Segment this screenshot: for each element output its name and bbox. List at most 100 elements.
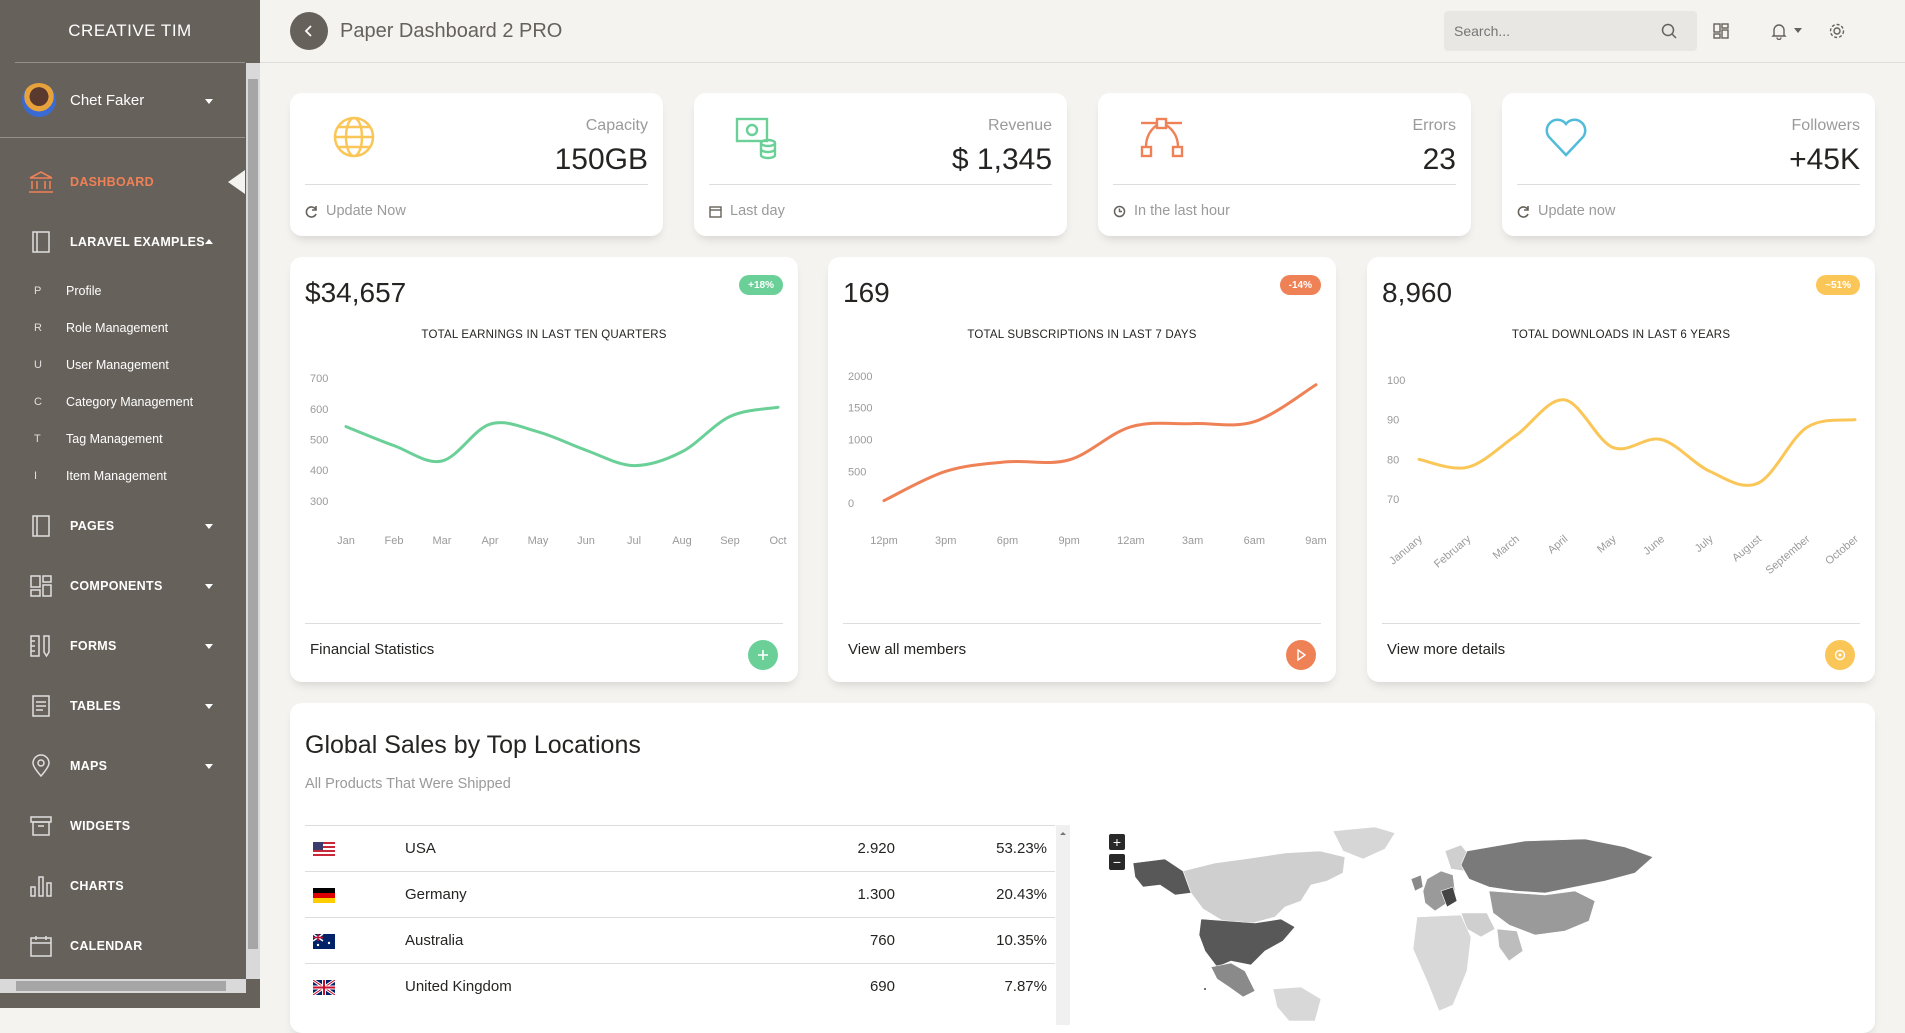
submenu-label: User Management <box>66 357 169 372</box>
details-button[interactable] <box>1825 640 1855 670</box>
sidebar-item-dashboard[interactable]: DASHBOARD <box>0 152 260 212</box>
chevron-down-icon <box>205 704 213 709</box>
x-tick-label: Mar <box>433 535 452 547</box>
x-tick-label: 3am <box>1182 535 1203 547</box>
box-icon <box>28 813 54 839</box>
scrollbar-thumb[interactable] <box>16 981 226 991</box>
page-title[interactable]: Paper Dashboard 2 PRO <box>340 19 563 42</box>
submenu-item-category-management[interactable]: C Category Management <box>0 383 260 420</box>
map-africa[interactable] <box>1412 914 1472 1012</box>
map-usa[interactable] <box>1198 918 1296 968</box>
chart-card-subscriptions: 169 -14% TOTAL SUBSCRIPTIONS IN LAST 7 D… <box>828 257 1336 682</box>
avatar <box>22 83 56 117</box>
user-menu[interactable]: Chet Faker <box>0 63 245 138</box>
bell-icon[interactable] <box>1768 20 1790 42</box>
sidebar-toggle-button[interactable] <box>290 12 328 50</box>
map-mexico[interactable] <box>1210 962 1256 998</box>
percent-cell: 7.87% <box>895 963 1055 1010</box>
submenu-item-role-management[interactable]: R Role Management <box>0 309 260 346</box>
x-tick-label: 12pm <box>870 535 898 547</box>
submenu-mini: T <box>34 432 41 445</box>
table-scrollbar[interactable] <box>1056 825 1070 1025</box>
search-icon[interactable] <box>1660 22 1678 40</box>
gear-icon[interactable] <box>1826 20 1848 42</box>
sidebar-item-components[interactable]: COMPONENTS <box>0 556 260 616</box>
chart-big-number: 8,960 <box>1382 277 1453 308</box>
chevron-up-icon <box>1060 832 1066 835</box>
flag-de-icon <box>313 887 335 903</box>
zoom-in-button[interactable]: + <box>1109 834 1125 850</box>
y-tick-label: 700 <box>310 373 328 385</box>
chart-card-earnings: $34,657 +18% TOTAL EARNINGS IN LAST TEN … <box>290 257 798 682</box>
y-tick-label: 2000 <box>848 371 872 383</box>
sidebar-item-label: LARAVEL EXAMPLES <box>70 235 205 249</box>
stat-label: Followers <box>1791 117 1860 134</box>
x-tick-label: October <box>1823 533 1861 568</box>
x-tick-label: 6pm <box>997 535 1018 547</box>
flag-cell <box>305 825 405 872</box>
target-icon <box>1834 649 1846 661</box>
bank-icon <box>28 169 54 195</box>
world-map[interactable] <box>1105 821 1665 1021</box>
flag-au-icon <box>313 933 335 949</box>
map-germany[interactable] <box>1440 886 1458 908</box>
map-russia[interactable] <box>1460 838 1654 894</box>
submenu-item-user-management[interactable]: U User Management <box>0 346 260 383</box>
submenu-item-tag-management[interactable]: T Tag Management <box>0 420 260 457</box>
grid-icon[interactable] <box>1710 20 1732 42</box>
scrollbar-thumb[interactable] <box>248 79 258 949</box>
submenu-item-profile[interactable]: P Profile <box>0 272 260 309</box>
sidebar-item-label: FORMS <box>70 639 117 653</box>
map-canada[interactable] <box>1182 850 1346 924</box>
sidebar-item-widgets[interactable]: WIDGETS <box>0 796 260 856</box>
sidebar-item-tables[interactable]: TABLES <box>0 676 260 736</box>
chart-footer-text[interactable]: Financial Statistics <box>310 641 435 658</box>
zoom-out-button[interactable]: − <box>1109 854 1125 870</box>
stat-footer[interactable]: In the last hour <box>1113 203 1230 219</box>
x-tick-label: Apr <box>481 535 498 547</box>
sidebar-scrollbar[interactable] <box>246 63 260 979</box>
stat-value: 23 <box>1422 143 1456 176</box>
stat-footer[interactable]: Update Now <box>305 203 406 219</box>
sidebar-item-forms[interactable]: FORMS <box>0 616 260 676</box>
x-tick-label: Feb <box>385 535 404 547</box>
map-greenland[interactable] <box>1332 826 1396 860</box>
map-alaska[interactable] <box>1132 858 1192 896</box>
y-tick-label: 600 <box>310 404 328 416</box>
add-button[interactable] <box>748 640 778 670</box>
stat-footer[interactable]: Update now <box>1517 203 1615 219</box>
sidebar-item-calendar[interactable]: CALENDAR <box>0 916 260 976</box>
submenu-item-item-management[interactable]: I Item Management <box>0 457 260 494</box>
x-tick-label: Oct <box>769 535 786 547</box>
amount-cell: 760 <box>735 917 895 964</box>
sidebar: CREATIVE TIM Chet Faker DASHBOARD LARAVE… <box>0 0 260 1008</box>
submenu-label: Profile <box>66 283 102 298</box>
percent-cell: 20.43% <box>895 871 1055 918</box>
stat-label: Revenue <box>987 117 1052 134</box>
book-icon <box>28 513 54 539</box>
logo[interactable]: CREATIVE TIM <box>15 0 245 63</box>
chevron-down-icon[interactable] <box>1794 28 1802 33</box>
series-line <box>344 405 780 468</box>
play-button[interactable] <box>1286 640 1316 670</box>
sidebar-item-charts[interactable]: CHARTS <box>0 856 260 916</box>
chart-footer-text[interactable]: View more details <box>1387 641 1506 658</box>
map-asia[interactable] <box>1488 890 1596 936</box>
sidebar-item-pages[interactable]: PAGES <box>0 496 260 556</box>
map-south-america[interactable] <box>1272 986 1322 1021</box>
amount-cell: 690 <box>735 963 895 1010</box>
sidebar-item-maps[interactable]: MAPS <box>0 736 260 796</box>
map-uk[interactable] <box>1410 874 1424 892</box>
sidebar-item-laravel-examples[interactable]: LARAVEL EXAMPLES <box>0 212 260 272</box>
stat-value: +45K <box>1789 143 1860 176</box>
map-india[interactable] <box>1496 928 1524 962</box>
clock-icon <box>1113 205 1126 217</box>
stat-footer-text: Last day <box>730 203 785 219</box>
calendar-icon <box>709 205 722 218</box>
x-tick-label: January <box>1387 533 1425 568</box>
sidebar-horizontal-scrollbar[interactable] <box>0 979 246 993</box>
stat-footer[interactable]: Last day <box>709 203 785 219</box>
chart-title: TOTAL SUBSCRIPTIONS IN LAST 7 DAYS <box>967 329 1197 341</box>
search-input[interactable] <box>1444 23 1654 39</box>
chart-footer-text[interactable]: View all members <box>848 641 967 658</box>
